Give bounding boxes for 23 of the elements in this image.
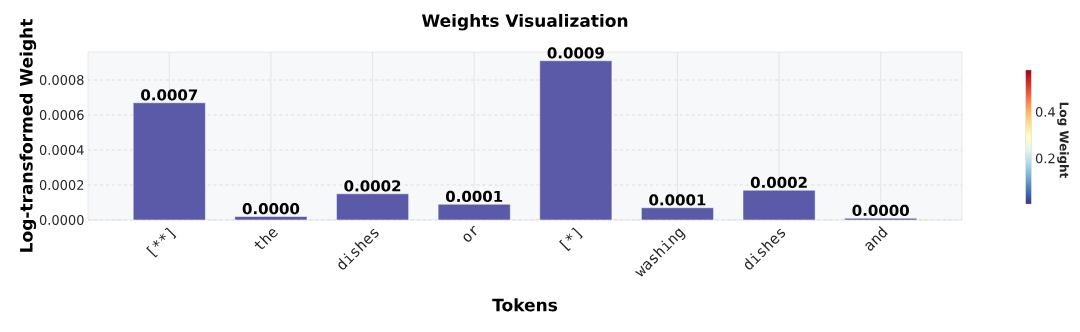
y-tick-label: 0.0000	[39, 215, 84, 225]
data-label: 0.0001	[445, 190, 503, 203]
y-tick-label: 0.0006	[39, 110, 84, 120]
x-tick-label: and	[865, 225, 888, 251]
x-tick-label: [*]	[559, 227, 583, 252]
data-label: 0.0007	[141, 89, 198, 101]
chart-title: Weights Visualization	[421, 13, 628, 31]
data-label: 0.0002	[750, 176, 807, 189]
data-label: 0.0002	[344, 180, 401, 192]
y-tick-label: 0.0002	[39, 180, 84, 190]
data-label: 0.0000	[852, 204, 909, 217]
data-label: 0.0000	[242, 202, 300, 215]
color-bar-label: 0.2	[1035, 153, 1055, 164]
y-axis-title: Log-transformed Weight	[19, 19, 37, 252]
x-axis-title: Tokens	[492, 298, 558, 312]
data-label: 0.0009	[547, 47, 604, 59]
y-tick-label: 0.0008	[39, 75, 84, 85]
color-bar-label: 0.4	[1035, 106, 1055, 117]
x-tick-label: or	[463, 225, 477, 242]
data-label: 0.0001	[649, 194, 706, 206]
x-tick-label: the	[254, 229, 278, 250]
y-tick-label: 0.0004	[39, 145, 84, 155]
color-bar-title: Log Weight	[1057, 102, 1069, 179]
